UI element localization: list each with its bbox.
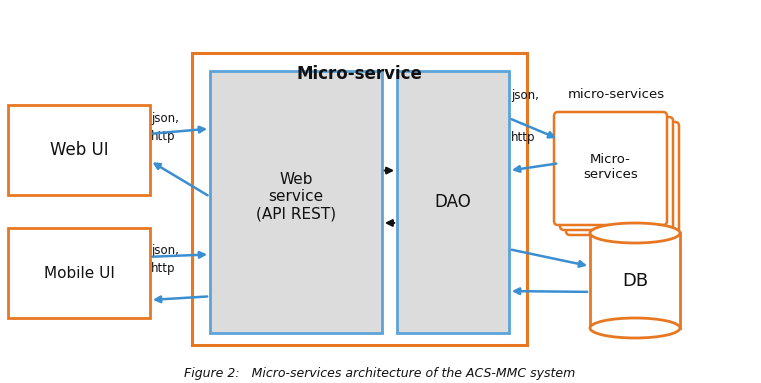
Bar xyxy=(192,53,527,345)
Ellipse shape xyxy=(590,318,680,338)
FancyBboxPatch shape xyxy=(560,117,673,230)
FancyBboxPatch shape xyxy=(566,122,679,235)
Text: json,: json, xyxy=(151,244,179,257)
Text: http: http xyxy=(511,131,536,144)
Text: Mobile UI: Mobile UI xyxy=(43,265,114,280)
Text: Micro-
services: Micro- services xyxy=(583,152,638,180)
Text: Micro-service: Micro-service xyxy=(297,65,422,83)
Bar xyxy=(8,228,150,318)
Text: DB: DB xyxy=(622,272,648,290)
Text: Web UI: Web UI xyxy=(49,141,108,159)
Text: http: http xyxy=(151,262,176,275)
Bar xyxy=(590,233,680,328)
Ellipse shape xyxy=(590,223,680,243)
Bar xyxy=(210,71,382,333)
Bar xyxy=(8,105,150,195)
Text: Figure 2:   Micro-services architecture of the ACS-MMC system: Figure 2: Micro-services architecture of… xyxy=(184,367,575,380)
Text: micro-services: micro-services xyxy=(568,87,665,100)
Text: Web
service
(API REST): Web service (API REST) xyxy=(256,172,336,222)
Text: DAO: DAO xyxy=(435,193,471,211)
Bar xyxy=(397,71,509,333)
Text: json,: json, xyxy=(511,90,539,102)
Text: http: http xyxy=(151,130,176,143)
FancyBboxPatch shape xyxy=(554,112,667,225)
Text: json,: json, xyxy=(151,112,179,125)
